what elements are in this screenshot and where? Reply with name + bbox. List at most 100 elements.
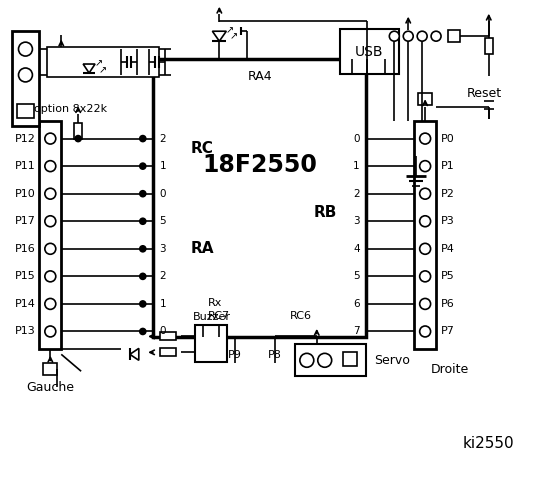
- Bar: [295, 344, 367, 376]
- Text: Gauche: Gauche: [27, 381, 74, 394]
- Text: P17: P17: [14, 216, 35, 226]
- Text: ↗: ↗: [99, 65, 107, 75]
- Text: ↗: ↗: [225, 25, 233, 35]
- Bar: [343, 352, 357, 366]
- Bar: [74, 123, 82, 139]
- Bar: [160, 333, 176, 340]
- Circle shape: [389, 31, 399, 41]
- Circle shape: [45, 299, 56, 310]
- Bar: [58, 54, 65, 70]
- Text: P1: P1: [441, 161, 455, 171]
- Text: ↗: ↗: [95, 58, 103, 68]
- Text: Rx: Rx: [207, 298, 222, 308]
- Bar: [195, 324, 227, 362]
- Text: 3: 3: [353, 216, 360, 226]
- Text: Buzzer: Buzzer: [192, 312, 231, 322]
- Text: 2: 2: [159, 133, 166, 144]
- Bar: [17, 104, 34, 118]
- Circle shape: [75, 136, 81, 142]
- Circle shape: [420, 161, 431, 172]
- Text: RC: RC: [190, 141, 213, 156]
- Text: P5: P5: [441, 271, 455, 281]
- Text: P6: P6: [441, 299, 455, 309]
- Text: P10: P10: [14, 189, 35, 199]
- Text: P3: P3: [441, 216, 455, 226]
- Text: 5: 5: [353, 271, 360, 281]
- Circle shape: [140, 328, 146, 335]
- Text: 18F2550: 18F2550: [202, 153, 317, 177]
- Text: RC7: RC7: [207, 311, 229, 321]
- Text: 1: 1: [353, 161, 360, 171]
- Text: 2: 2: [353, 189, 360, 199]
- Bar: [448, 30, 460, 42]
- Text: RA4: RA4: [247, 71, 272, 84]
- Circle shape: [431, 31, 441, 41]
- Text: USB: USB: [355, 45, 384, 59]
- Text: 3: 3: [159, 244, 166, 254]
- Text: RB: RB: [314, 204, 337, 220]
- Circle shape: [420, 216, 431, 227]
- Text: P7: P7: [441, 326, 455, 336]
- Text: P0: P0: [441, 133, 455, 144]
- Bar: [39, 120, 61, 349]
- Circle shape: [420, 299, 431, 310]
- Text: P16: P16: [14, 244, 35, 254]
- Text: RC6: RC6: [290, 311, 312, 321]
- Circle shape: [403, 31, 413, 41]
- Circle shape: [420, 326, 431, 337]
- Text: Reset: Reset: [467, 87, 502, 100]
- Bar: [160, 348, 176, 356]
- Text: P12: P12: [14, 133, 35, 144]
- Circle shape: [420, 243, 431, 254]
- Text: P4: P4: [441, 244, 455, 254]
- Text: 1: 1: [159, 161, 166, 171]
- Bar: [485, 38, 493, 54]
- Circle shape: [140, 191, 146, 197]
- Circle shape: [45, 326, 56, 337]
- Circle shape: [45, 243, 56, 254]
- Text: 7: 7: [353, 326, 360, 336]
- Circle shape: [140, 246, 146, 252]
- Bar: [48, 47, 159, 77]
- Text: P11: P11: [14, 161, 35, 171]
- Text: P2: P2: [441, 189, 455, 199]
- Bar: [418, 93, 432, 105]
- Circle shape: [417, 31, 427, 41]
- Text: 0: 0: [159, 189, 166, 199]
- Circle shape: [300, 353, 314, 367]
- Text: Servo: Servo: [374, 354, 410, 367]
- Text: 0: 0: [353, 133, 360, 144]
- Circle shape: [140, 274, 146, 279]
- Text: 2: 2: [159, 271, 166, 281]
- Circle shape: [18, 68, 33, 82]
- Text: P8: P8: [268, 350, 282, 360]
- Bar: [12, 31, 39, 126]
- Circle shape: [18, 42, 33, 56]
- Text: P13: P13: [14, 326, 35, 336]
- Circle shape: [45, 271, 56, 282]
- Circle shape: [420, 188, 431, 199]
- Circle shape: [45, 188, 56, 199]
- Text: ↗: ↗: [229, 31, 237, 41]
- Circle shape: [420, 133, 431, 144]
- Text: P15: P15: [14, 271, 35, 281]
- Text: Droite: Droite: [431, 363, 469, 376]
- Circle shape: [140, 136, 146, 142]
- Bar: [153, 59, 367, 337]
- Circle shape: [140, 218, 146, 224]
- Circle shape: [45, 216, 56, 227]
- Text: 1: 1: [159, 299, 166, 309]
- Circle shape: [318, 353, 332, 367]
- Text: P9: P9: [228, 350, 242, 360]
- Text: RA: RA: [190, 241, 214, 256]
- Bar: [340, 29, 399, 74]
- Text: 4: 4: [353, 244, 360, 254]
- Circle shape: [420, 271, 431, 282]
- Text: 6: 6: [353, 299, 360, 309]
- Text: 0: 0: [159, 326, 166, 336]
- Text: P14: P14: [14, 299, 35, 309]
- Circle shape: [45, 161, 56, 172]
- Bar: [414, 120, 436, 349]
- Text: ki2550: ki2550: [463, 436, 515, 451]
- Circle shape: [140, 163, 146, 169]
